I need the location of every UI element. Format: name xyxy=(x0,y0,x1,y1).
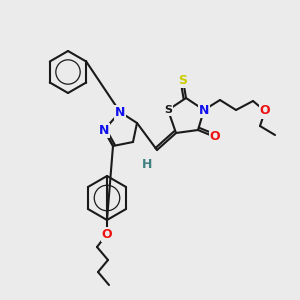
Text: O: O xyxy=(260,104,270,118)
Text: S: S xyxy=(164,105,172,115)
Text: O: O xyxy=(210,130,220,143)
Text: N: N xyxy=(99,124,109,136)
Text: H: H xyxy=(142,158,152,170)
Text: N: N xyxy=(199,103,209,116)
Text: S: S xyxy=(178,74,188,86)
Text: N: N xyxy=(115,106,125,118)
Text: O: O xyxy=(102,227,112,241)
